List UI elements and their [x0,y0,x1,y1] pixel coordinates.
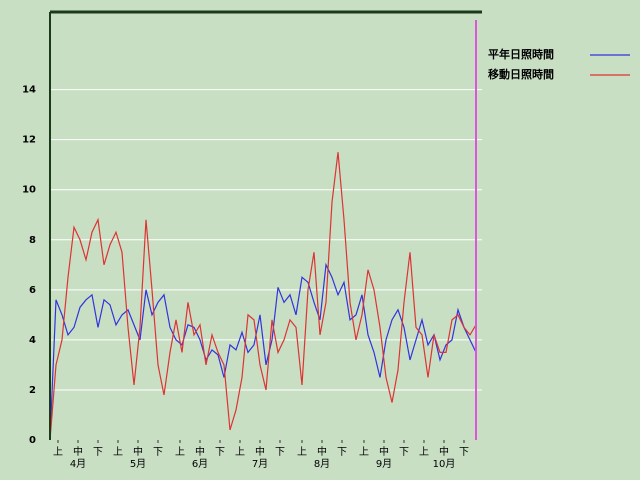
x-tick-label: 中 [439,445,449,458]
x-tick-label: 上 [175,446,185,458]
month-label: 4月 [70,458,86,470]
month-label: 6月 [192,458,208,470]
month-label: 9月 [376,458,392,470]
y-tick-label: 6 [29,285,36,296]
y-tick-label: 2 [29,385,36,396]
x-tick-label: 中 [73,445,83,458]
legend-label: 平年日照時間 [488,47,554,61]
series-line [49,152,477,441]
y-tick-label: 10 [22,185,36,196]
x-tick-label: 上 [297,446,307,458]
month-label: 8月 [314,458,330,470]
y-tick-label: 8 [29,235,36,246]
month-label: 7月 [252,458,268,470]
x-tick-label: 下 [337,447,347,458]
x-tick-label: 下 [399,447,409,458]
x-tick-label: 上 [419,446,429,458]
x-tick-label: 上 [235,446,245,458]
x-tick-label: 上 [359,446,369,458]
month-label: 5月 [130,458,146,470]
y-tick-label: 12 [22,135,36,146]
x-tick-label: 下 [275,447,285,458]
x-tick-label: 中 [133,445,143,458]
x-tick-label: 下 [93,447,103,458]
legend-label: 移動日照時間 [488,67,554,81]
x-tick-label: 中 [317,445,327,458]
x-tick-label: 上 [113,446,123,458]
x-tick-label: 下 [153,447,163,458]
x-tick-label: 中 [379,445,389,458]
month-label: 10月 [433,458,456,470]
series-line [49,262,477,441]
x-tick-label: 中 [255,445,265,458]
x-tick-label: 下 [215,447,225,458]
x-tick-label: 下 [459,447,469,458]
y-tick-label: 0 [29,435,36,446]
y-tick-label: 14 [22,85,36,96]
x-tick-label: 上 [53,446,63,458]
y-tick-label: 4 [29,335,36,346]
x-tick-label: 中 [195,445,205,458]
